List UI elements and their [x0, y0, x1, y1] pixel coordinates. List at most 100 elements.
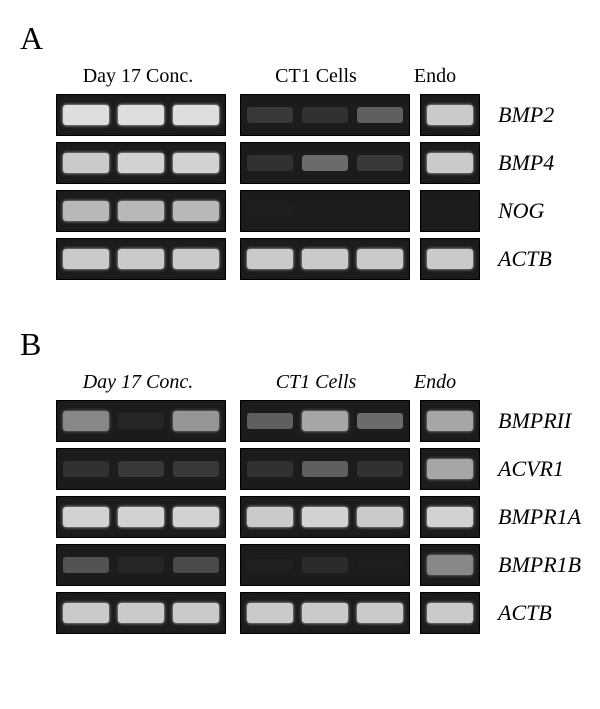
gene-label: ACTB [498, 600, 552, 626]
gel-lane [114, 97, 169, 133]
gel-lane [423, 595, 477, 631]
gel-lane [423, 145, 477, 181]
gel-row: BMP2 [56, 94, 554, 136]
gene-label: BMP2 [498, 102, 554, 128]
gel-band [357, 155, 403, 171]
gel-lane [59, 499, 114, 535]
gel-band [427, 555, 472, 575]
gel-lane [243, 595, 298, 631]
gel-lane [59, 595, 114, 631]
lane-group [420, 448, 480, 490]
gel-lane [114, 547, 169, 583]
gel-lane [352, 193, 407, 229]
gel-lane [352, 547, 407, 583]
lane-group [420, 238, 480, 280]
gel-lane [352, 97, 407, 133]
gel-band [427, 411, 472, 431]
gene-label: ACVR1 [498, 456, 564, 482]
lane-group [56, 448, 226, 490]
gel-row: ACTB [56, 592, 581, 634]
gene-label: ACTB [498, 246, 552, 272]
gel-band [118, 153, 164, 173]
gel-lane [168, 451, 223, 487]
gel-band [173, 153, 219, 173]
gel-lane [168, 145, 223, 181]
gel-lane [114, 403, 169, 439]
panel-b: B Day 17 Conc. CT1 Cells Endo BMPRIIACVR… [20, 326, 580, 640]
gel-band [357, 107, 403, 123]
gel-band [357, 205, 403, 216]
gene-label: BMPRII [498, 408, 571, 434]
gel-lane [298, 595, 353, 631]
gel-lane [423, 241, 477, 277]
gel-band [247, 413, 293, 429]
gel-band [427, 459, 472, 479]
gel-band [302, 411, 348, 431]
gene-label: BMPR1A [498, 504, 581, 530]
header-day17: Day 17 Conc. [56, 65, 220, 88]
gel-band [63, 603, 109, 623]
gel-lane [298, 499, 353, 535]
gel-band [427, 153, 472, 173]
gel-band [247, 559, 293, 570]
gel-lane [168, 193, 223, 229]
gel-band [302, 107, 348, 123]
gel-row: NOG [56, 190, 554, 232]
gel-lane [114, 451, 169, 487]
gel-band [302, 155, 348, 171]
header-day17-b: Day 17 Conc. [56, 371, 220, 394]
gel-band [357, 507, 403, 527]
gel-lane [423, 451, 477, 487]
panel-b-rows: BMPRII ACVR1 BMPR1A BMPR1B ACTB [56, 400, 581, 640]
gel-lane [298, 547, 353, 583]
gel-band [173, 411, 219, 431]
figure: A Day 17 Conc. CT1 Cells Endo BMP2BMP4NO… [20, 20, 580, 640]
gel-band [247, 155, 293, 171]
gel-lane [59, 145, 114, 181]
lane-group [420, 496, 480, 538]
gel-row: BMPRII [56, 400, 581, 442]
gel-lane [298, 145, 353, 181]
lane-group [240, 448, 410, 490]
gel-band [247, 603, 293, 623]
panel-a-rows: BMP2 BMP4 NOG ACTB [56, 94, 554, 286]
gel-band [173, 201, 219, 221]
lane-group [56, 496, 226, 538]
gel-lane [243, 547, 298, 583]
gel-lane [59, 451, 114, 487]
gel-band [427, 249, 472, 269]
gel-band [63, 507, 109, 527]
gel-band [63, 557, 109, 573]
gel-band [357, 603, 403, 623]
gel-row: ACTB [56, 238, 554, 280]
gel-lane [352, 451, 407, 487]
panel-b-headers: Day 17 Conc. CT1 Cells Endo [56, 371, 581, 394]
panel-b-gel-area: Day 17 Conc. CT1 Cells Endo BMPRIIACVR1B… [20, 371, 580, 640]
lane-group [56, 592, 226, 634]
gel-band [63, 153, 109, 173]
gel-row: BMPR1B [56, 544, 581, 586]
gel-band [118, 105, 164, 125]
gel-band [427, 105, 472, 125]
gel-band [63, 411, 109, 431]
gel-lane [59, 193, 114, 229]
gel-lane [168, 97, 223, 133]
gel-lane [298, 451, 353, 487]
gel-band [173, 603, 219, 623]
panel-a-gel-area: Day 17 Conc. CT1 Cells Endo BMP2BMP4NOGA… [20, 65, 580, 286]
gel-band [247, 461, 293, 477]
gel-band [118, 557, 164, 573]
gel-lane [243, 193, 298, 229]
lane-group [56, 190, 226, 232]
lane-group [240, 496, 410, 538]
gel-lane [168, 499, 223, 535]
lane-group [240, 400, 410, 442]
gel-band [427, 205, 472, 216]
gel-lane [352, 403, 407, 439]
panel-a-columns: Day 17 Conc. CT1 Cells Endo BMP2BMP4NOGA… [56, 65, 554, 286]
gel-row: BMP4 [56, 142, 554, 184]
gene-label: NOG [498, 198, 544, 224]
gel-band [427, 507, 472, 527]
gel-lane [59, 403, 114, 439]
gel-band [302, 461, 348, 477]
